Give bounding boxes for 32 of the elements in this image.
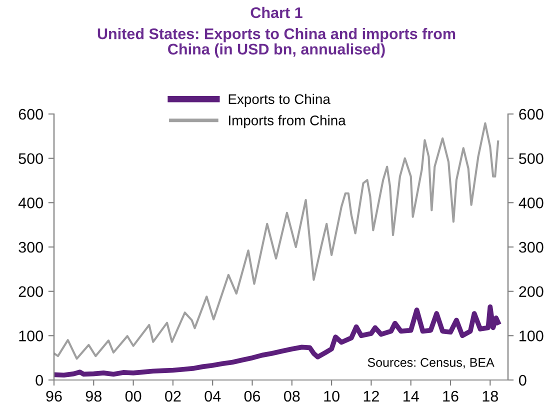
y-tick-label: 0: [36, 374, 43, 386]
legend-label: Imports from China: [229, 115, 346, 128]
x-tick-label: 02: [165, 390, 181, 402]
y-tick-label: 400: [18, 198, 43, 208]
y2-tick-label: 600: [519, 108, 544, 120]
x-tick-label: 06: [244, 390, 260, 402]
chart-subtitle: United States: Exports to China and imports from China (in USD bn, annualised): [98, 28, 456, 58]
x-tick-label: 08: [284, 390, 300, 402]
x-tick-label: 14: [404, 390, 419, 402]
legend-label: Exports to China: [228, 94, 330, 107]
y-tick-label: 600: [18, 108, 43, 120]
x-tick-label: 18: [482, 390, 498, 402]
x-tick-label: 96: [46, 390, 62, 402]
line-series: [54, 304, 501, 378]
y-tick-label: 500: [18, 153, 43, 164]
x-tick-label: 04: [204, 390, 221, 402]
y2-tick-label: 100: [520, 330, 544, 342]
y2-tick-label: 0: [519, 374, 526, 386]
y-tick-label: 100: [19, 330, 43, 342]
y2-tick-label: 200: [519, 286, 544, 298]
x-tick-label: 00: [125, 390, 142, 402]
x-tick-label: 10: [324, 390, 340, 402]
y-tick-label: 300: [18, 242, 43, 253]
y-tick-label: 200: [18, 286, 43, 298]
y2-tick-label: 500: [519, 153, 544, 164]
chart-title: Chart 1: [250, 6, 302, 18]
y2-tick-label: 300: [519, 242, 544, 253]
y2-tick-label: 400: [518, 198, 544, 208]
x-tick-label: 16: [443, 390, 458, 402]
x-tick-label: 98: [86, 390, 102, 402]
annotation: Sources: Census, BEA: [368, 358, 494, 368]
x-tick-label: 12: [364, 390, 379, 402]
